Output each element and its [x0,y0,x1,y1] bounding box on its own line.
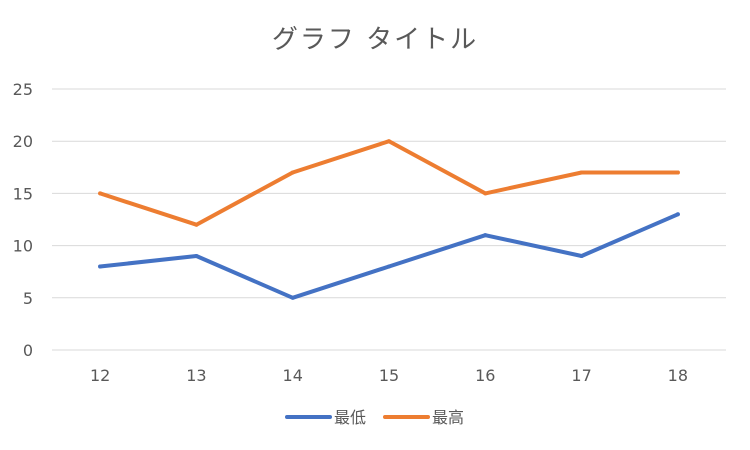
y-tick-label: 15 [13,184,33,203]
data-point [387,139,391,144]
data-point [98,264,103,269]
data-point [675,170,680,175]
data-point [675,212,680,217]
y-tick-label: 20 [13,132,33,151]
data-point [194,254,199,259]
data-point [483,191,488,196]
legend-label-1: 最高 [432,408,464,427]
series-line-1 [98,139,680,227]
x-tick-label: 17 [571,366,591,385]
x-tick-label: 12 [90,366,110,385]
chart-title: グラフ タイトル [272,25,478,55]
series-lines [98,139,680,300]
data-point [483,233,488,238]
legend-label-0: 最低 [334,408,366,427]
data-point [98,191,103,196]
legend: 最低 最高 [285,408,464,427]
y-tick-label: 10 [13,237,33,256]
x-tick-label: 13 [186,366,206,385]
series-line-0 [98,212,680,300]
x-tick-label: 18 [668,366,688,385]
x-axis-ticks: 12 13 14 15 16 17 18 [90,366,688,385]
y-tick-label: 5 [23,289,33,308]
x-tick-label: 14 [283,366,303,385]
x-tick-label: 16 [475,366,495,385]
y-axis-ticks: 0 5 10 15 20 25 [13,80,33,360]
data-point [194,222,199,227]
data-point [290,170,295,175]
x-tick-label: 15 [379,366,399,385]
data-point [579,170,584,175]
y-tick-label: 0 [23,341,33,360]
grid-lines [52,88,726,351]
data-point [290,295,295,300]
data-point [579,254,584,259]
y-tick-label: 25 [13,80,33,99]
data-point [387,264,391,269]
